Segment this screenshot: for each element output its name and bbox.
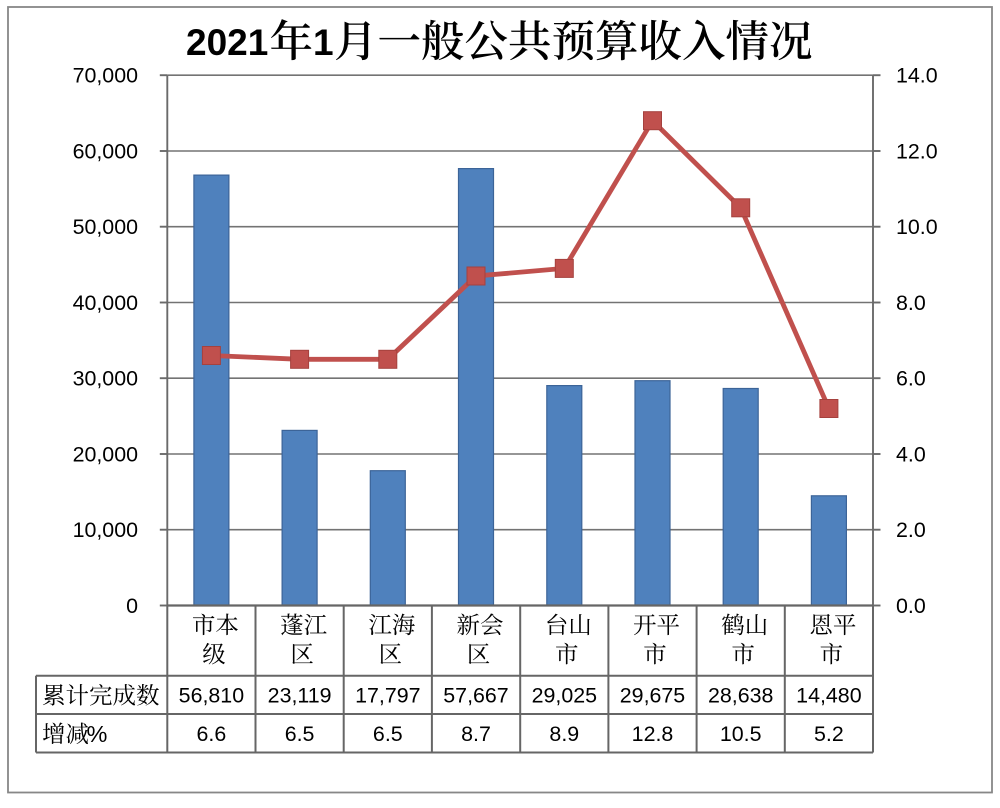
svg-text:29,025: 29,025 [532,684,597,708]
svg-text:%: % [87,721,108,747]
svg-text:4.0: 4.0 [896,443,926,467]
svg-text:57,667: 57,667 [443,684,508,708]
svg-text:14,480: 14,480 [796,684,862,708]
svg-text:30,000: 30,000 [73,367,139,391]
svg-text:60,000: 60,000 [73,140,139,164]
svg-text:0: 0 [126,594,138,618]
svg-text:6.0: 6.0 [896,367,926,391]
svg-text:40,000: 40,000 [73,291,139,315]
svg-text:5.2: 5.2 [814,722,844,746]
svg-text:29,675: 29,675 [620,684,685,708]
svg-text:17,797: 17,797 [355,684,420,708]
svg-text:6.5: 6.5 [285,722,315,746]
svg-text:14.0: 14.0 [896,64,938,88]
svg-text:8.0: 8.0 [896,291,926,315]
svg-text:6.6: 6.6 [197,722,227,746]
svg-text:8.7: 8.7 [461,722,491,746]
svg-text:2.0: 2.0 [896,518,926,542]
svg-text:10,000: 10,000 [73,518,139,542]
svg-text:28,638: 28,638 [708,684,773,708]
svg-text:56,810: 56,810 [179,684,245,708]
svg-text:23,119: 23,119 [268,684,332,708]
svg-text:6.5: 6.5 [373,722,403,746]
svg-text:50,000: 50,000 [73,215,139,239]
svg-text:10.5: 10.5 [720,722,762,746]
svg-text:12.8: 12.8 [632,722,674,746]
svg-text:10.0: 10.0 [896,215,938,239]
svg-text:0.0: 0.0 [896,594,926,618]
svg-text:12.0: 12.0 [896,140,938,164]
svg-text:1: 1 [313,22,334,63]
svg-text:8.9: 8.9 [549,722,579,746]
svg-text:70,000: 70,000 [73,64,139,88]
svg-text:2021: 2021 [186,22,268,63]
svg-text:20,000: 20,000 [73,443,139,467]
